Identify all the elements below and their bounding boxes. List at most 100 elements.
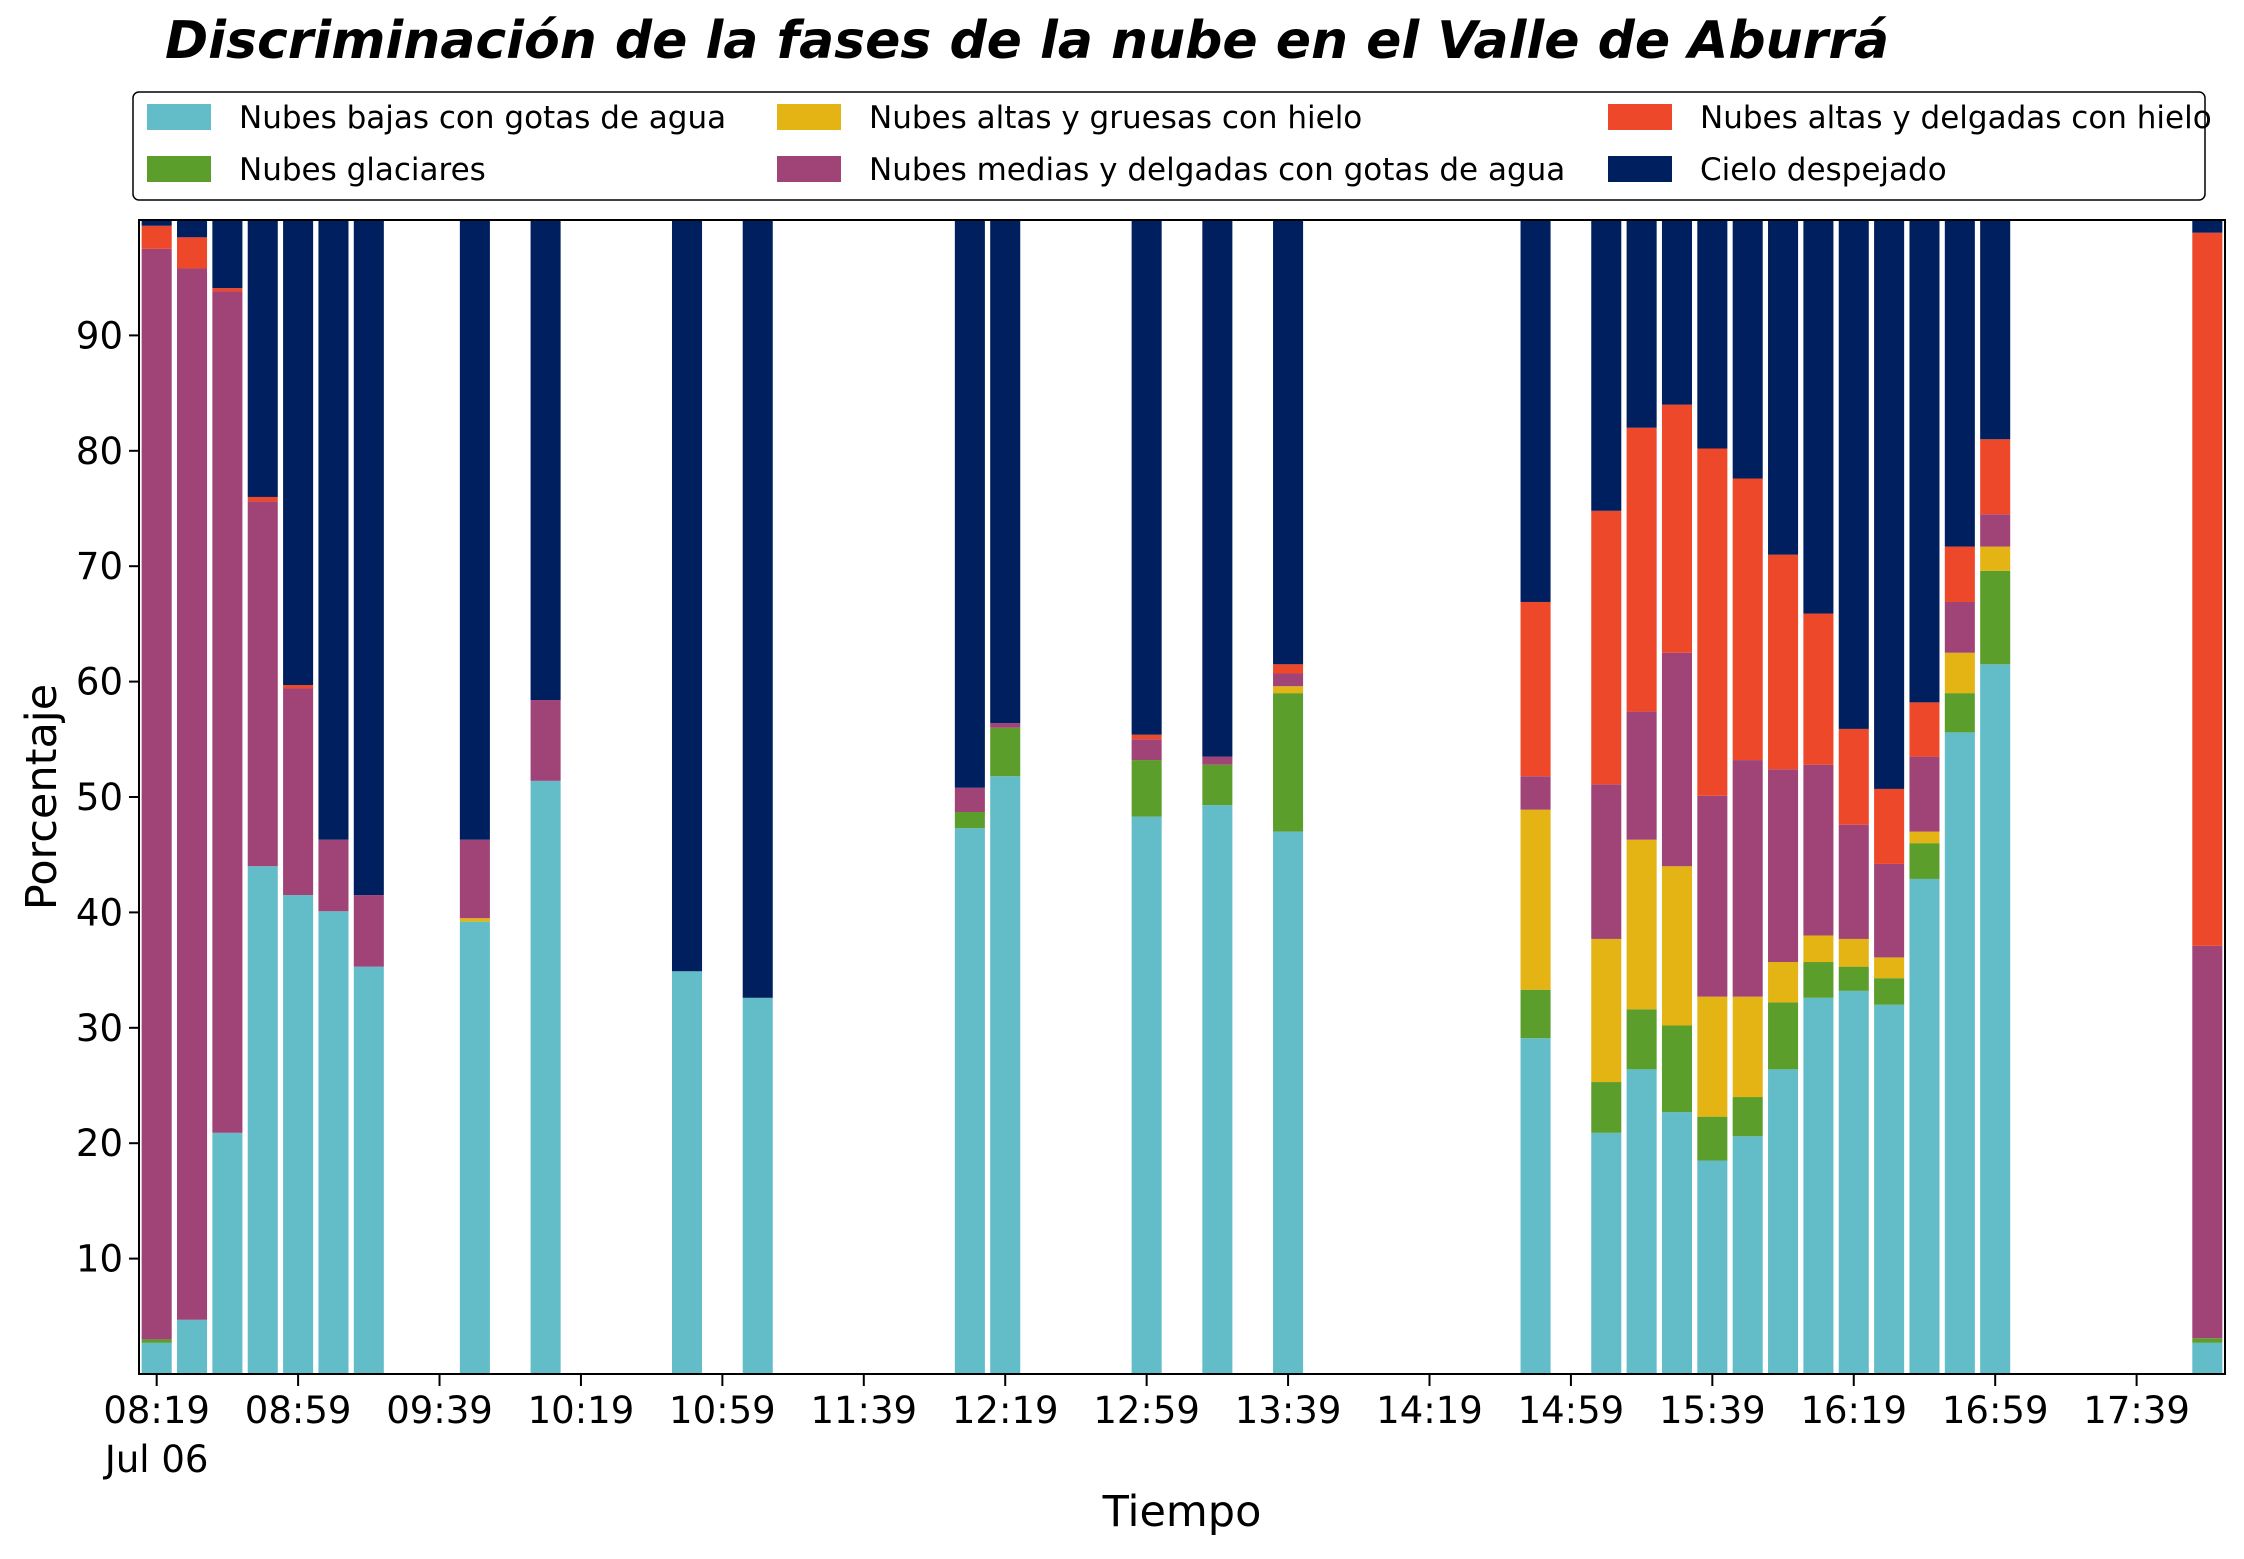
x-date-label: Jul 06 bbox=[103, 1438, 208, 1481]
bar-segment bbox=[1768, 220, 1799, 555]
bar-segment bbox=[1732, 996, 1763, 1098]
bar-segment bbox=[1273, 673, 1304, 687]
bar-segment bbox=[1131, 816, 1162, 1374]
bar-segment bbox=[1273, 220, 1304, 665]
bar-segment bbox=[1661, 652, 1693, 867]
legend-swatch bbox=[1608, 104, 1672, 130]
bar-segment bbox=[1273, 686, 1304, 694]
x-tick-label: 10:19 bbox=[528, 1389, 635, 1432]
legend-swatch bbox=[777, 104, 841, 130]
bar-segment bbox=[1202, 805, 1233, 1374]
bar-segment bbox=[1697, 996, 1728, 1117]
bar-segment bbox=[247, 496, 278, 502]
bar-segment bbox=[177, 268, 208, 1320]
bar-segment bbox=[1803, 935, 1834, 963]
bar-segment bbox=[459, 918, 490, 922]
bar-segment bbox=[1697, 795, 1728, 997]
x-tick-label: 09:39 bbox=[386, 1389, 493, 1432]
bar-segment bbox=[2192, 1342, 2223, 1374]
bar-segment bbox=[177, 220, 208, 238]
bar-segment bbox=[1909, 878, 1940, 1374]
bar-segment bbox=[1768, 1002, 1799, 1070]
bar-segment bbox=[1980, 439, 2011, 515]
bar-segment bbox=[247, 501, 278, 867]
bar-segment bbox=[2192, 945, 2223, 1339]
bar-segment bbox=[1520, 601, 1551, 777]
bar-segment bbox=[1909, 756, 1940, 832]
x-tick-label: 16:19 bbox=[1800, 1389, 1907, 1432]
bar-segment bbox=[1768, 1069, 1799, 1374]
bar-segment bbox=[742, 220, 773, 998]
bar-segment bbox=[1520, 809, 1551, 990]
legend-swatch bbox=[777, 156, 841, 182]
bar-segment bbox=[141, 225, 172, 249]
bar-segment bbox=[1909, 843, 1940, 879]
bar-segment bbox=[2192, 1338, 2223, 1343]
bar-segment bbox=[2192, 232, 2223, 946]
bar-segment bbox=[1626, 427, 1657, 712]
bar-segment bbox=[1273, 664, 1304, 674]
bar-segment bbox=[1838, 824, 1869, 939]
bar-segment bbox=[1661, 404, 1693, 653]
bar-segment bbox=[1803, 220, 1834, 614]
bar-segment bbox=[954, 787, 985, 813]
x-tick-label: 17:39 bbox=[2083, 1389, 2190, 1432]
y-axis-label: Porcentaje bbox=[17, 684, 67, 910]
x-tick-label: 16:59 bbox=[1942, 1389, 2049, 1432]
bar-segment bbox=[1697, 448, 1728, 796]
legend-label: Nubes glaciares bbox=[239, 152, 486, 188]
bar-segment bbox=[1838, 966, 1869, 991]
bar-segment bbox=[742, 997, 773, 1374]
bar-segment bbox=[1944, 220, 1975, 547]
bar-segment bbox=[1944, 732, 1975, 1374]
legend-swatch bbox=[1608, 156, 1672, 182]
bar-segment bbox=[1980, 546, 2011, 571]
bar-segment bbox=[1768, 769, 1799, 963]
x-tick-label: 15:39 bbox=[1659, 1389, 1766, 1432]
bar-segment bbox=[1944, 546, 1975, 602]
bar-segment bbox=[283, 688, 314, 896]
bar-segment bbox=[1980, 514, 2011, 547]
bar-segment bbox=[1697, 1160, 1728, 1374]
bar-segment bbox=[1131, 739, 1162, 761]
bar-segment bbox=[1661, 1025, 1693, 1113]
bar-segment bbox=[1591, 938, 1622, 1083]
bar-segment bbox=[1591, 784, 1622, 939]
bars bbox=[141, 220, 2223, 1374]
y-tick-label: 50 bbox=[76, 776, 123, 819]
x-axis-label: Tiempo bbox=[1102, 1487, 1262, 1537]
bar-segment bbox=[2192, 220, 2223, 233]
bar-segment bbox=[353, 220, 384, 896]
bar-segment bbox=[530, 700, 561, 781]
bar-segment bbox=[1838, 220, 1869, 729]
y-tick-label: 90 bbox=[76, 314, 123, 357]
bar-segment bbox=[1874, 1004, 1905, 1374]
bar-segment bbox=[247, 866, 278, 1374]
bar-segment bbox=[1768, 962, 1799, 1003]
bar-segment bbox=[1202, 220, 1233, 757]
bar-segment bbox=[1520, 1038, 1551, 1374]
bar-segment bbox=[1980, 664, 2011, 1374]
bar-segment bbox=[530, 780, 561, 1374]
x-tick-label: 08:19 bbox=[103, 1389, 210, 1432]
y-tick-label: 30 bbox=[76, 1007, 123, 1050]
bar-segment bbox=[1909, 831, 1940, 844]
bar-segment bbox=[1202, 764, 1233, 806]
legend-label: Nubes medias y delgadas con gotas de agu… bbox=[869, 152, 1565, 188]
bar-segment bbox=[1273, 693, 1304, 832]
x-tick-label: 12:19 bbox=[952, 1389, 1059, 1432]
x-tick-label: 11:39 bbox=[810, 1389, 917, 1432]
bar-segment bbox=[1732, 1136, 1763, 1374]
bar-segment bbox=[1874, 220, 1905, 789]
bar-segment bbox=[990, 220, 1021, 724]
bar-segment bbox=[177, 237, 208, 269]
legend-label: Nubes altas y delgadas con hielo bbox=[1700, 100, 2212, 136]
bar-segment bbox=[1909, 220, 1940, 703]
bar-segment bbox=[954, 812, 985, 829]
bar-segment bbox=[212, 291, 243, 1133]
bar-segment bbox=[1909, 702, 1940, 757]
bar-segment bbox=[459, 220, 490, 840]
bar-segment bbox=[353, 895, 384, 967]
bar-segment bbox=[1838, 728, 1869, 825]
bar-segment bbox=[990, 723, 1021, 728]
